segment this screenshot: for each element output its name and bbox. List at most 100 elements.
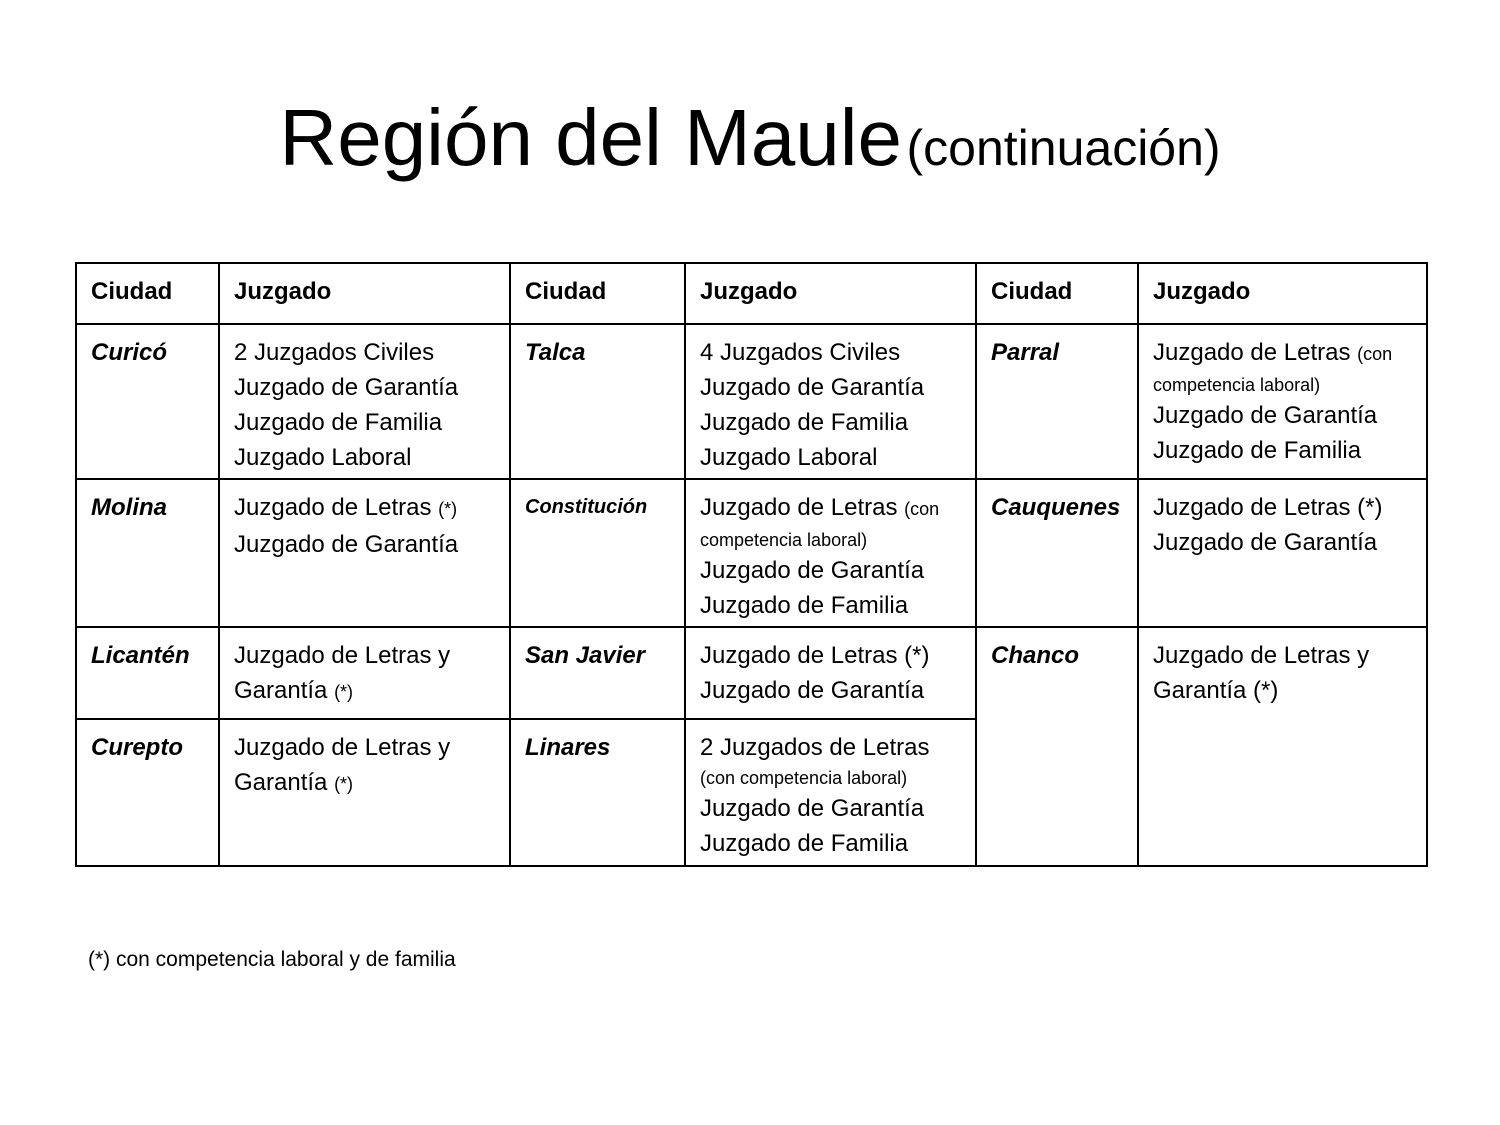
court-text: competencia laboral) <box>700 530 868 550</box>
courts-cell: Juzgado de Letras y Garantía (*) <box>1137 626 1428 867</box>
footnote: (*) con competencia laboral y de familia <box>88 948 456 971</box>
table-row: Molina Juzgado de Letras (*) Juzgado de Ga… <box>75 478 1428 628</box>
court-line: Garantía (*) <box>1153 673 1412 708</box>
title-subtitle: (continuación) <box>906 120 1221 176</box>
table-row: Licantén Juzgado de Letras y Garantía (*) S… <box>75 626 1428 867</box>
court-line: (con competencia laboral) <box>700 765 961 791</box>
courts-cell: 4 Juzgados Civiles Juzgado de Garantía Juz… <box>684 323 977 480</box>
court-line: Juzgado Laboral <box>234 440 495 475</box>
court-text: Juzgado Laboral <box>234 444 412 471</box>
court-line: Juzgado de Familia <box>700 826 961 861</box>
court-line: Juzgado de Letras (con <box>1153 335 1412 372</box>
court-text: Juzgado de Letras y <box>234 642 451 669</box>
court-text: 2 Juzgados de Letras <box>700 734 930 761</box>
court-text: 2 Juzgados Civiles <box>234 339 435 366</box>
court-text: Juzgado de Familia <box>700 592 909 619</box>
city-cell: Parral <box>975 323 1139 480</box>
court-line: Juzgado de Garantía <box>700 553 961 588</box>
courts-cell: Juzgado de Letras y Garantía (*) <box>218 626 511 720</box>
courts-cell: Juzgado de Letras (*) Juzgado de Garantía <box>218 478 511 628</box>
court-text: Juzgado Laboral <box>700 444 878 471</box>
court-text: Juzgado de Letras <box>1153 339 1358 366</box>
court-line: Juzgado de Familia <box>234 405 495 440</box>
court-line: Juzgado de Familia <box>700 405 961 440</box>
court-line: competencia laboral) <box>1153 372 1412 398</box>
court-text: 4 Juzgados Civiles <box>700 339 901 366</box>
court-line: Juzgado de Letras (*) <box>234 490 495 527</box>
court-text: Juzgado de Garantía <box>700 557 925 584</box>
courts-table: Ciudad Juzgado Ciudad Juzgado Ciudad Juz… <box>75 262 1428 867</box>
court-text: (con <box>1357 344 1393 364</box>
city-cell: Chanco <box>975 626 1139 867</box>
courts-cell: Juzgado de Letras (*) Juzgado de Garantía <box>684 626 977 720</box>
court-line: 2 Juzgados de Letras <box>700 730 961 765</box>
court-line: Garantía (*) <box>234 673 495 710</box>
court-text: (*) <box>334 774 354 794</box>
court-line: Juzgado de Familia <box>700 588 961 623</box>
court-text: Juzgado de Garantía <box>700 677 925 704</box>
header-ciudad: Ciudad <box>509 262 686 325</box>
court-text: (*) <box>438 499 458 519</box>
court-text: Juzgado de Letras <box>234 494 439 521</box>
city-cell: Linares <box>509 718 686 867</box>
court-text: Juzgado de Familia <box>700 830 909 857</box>
header-ciudad: Ciudad <box>975 262 1139 325</box>
court-text: Juzgado de Familia <box>1153 437 1362 464</box>
court-text: Juzgado de Letras y <box>1153 642 1370 669</box>
title-main: Región del Maule <box>279 93 903 182</box>
court-text: Juzgado de Familia <box>234 409 443 436</box>
court-line: Garantía (*) <box>234 765 495 802</box>
courts-cell: Juzgado de Letras y Garantía (*) <box>218 718 511 867</box>
court-line: Juzgado de Letras y <box>1153 638 1412 673</box>
courts-cell: 2 Juzgados de Letras (con competencia lab… <box>684 718 977 867</box>
header-juzgado: Juzgado <box>1137 262 1428 325</box>
header-juzgado: Juzgado <box>218 262 511 325</box>
court-text: Juzgado de Familia <box>700 409 909 436</box>
court-line: Juzgado de Garantía <box>700 791 961 826</box>
table-header-row: Ciudad Juzgado Ciudad Juzgado Ciudad Juz… <box>75 262 1428 325</box>
court-text: Juzgado de Garantía <box>1153 529 1378 556</box>
court-text: Juzgado de Letras y <box>234 734 451 761</box>
city-cell: Curepto <box>75 718 220 867</box>
court-text: Juzgado de Garantía <box>700 795 925 822</box>
court-line: Juzgado de Letras y <box>234 730 495 765</box>
court-text: Juzgado de Letras (*) <box>700 642 930 669</box>
court-text: Garantía <box>234 769 335 796</box>
court-text: competencia laboral) <box>1153 375 1321 395</box>
court-text: (*) <box>334 682 354 702</box>
court-text: Juzgado de Garantía <box>234 374 459 401</box>
court-line: Juzgado de Letras (*) <box>700 638 961 673</box>
court-text: Juzgado de Garantía <box>1153 402 1378 429</box>
courts-cell: Juzgado de Letras (con competencia labora… <box>1137 323 1428 480</box>
court-line: 2 Juzgados Civiles <box>234 335 495 370</box>
court-text: Garantía <box>234 677 335 704</box>
court-line: competencia laboral) <box>700 527 961 553</box>
courts-cell: Juzgado de Letras (con competencia labora… <box>684 478 977 628</box>
city-cell: Cauquenes <box>975 478 1139 628</box>
header-juzgado: Juzgado <box>684 262 977 325</box>
court-line: Juzgado de Letras y <box>234 638 495 673</box>
court-line: Juzgado de Letras (*) <box>1153 490 1412 525</box>
table-row: Curepto Juzgado de Letras y Garantía (*) Li… <box>75 718 1427 867</box>
header-ciudad: Ciudad <box>75 262 220 325</box>
city-cell: Licantén <box>75 626 220 720</box>
court-line: Juzgado Laboral <box>700 440 961 475</box>
court-line: Juzgado de Garantía <box>1153 398 1412 433</box>
court-line: Juzgado de Garantía <box>700 370 961 405</box>
court-line: Juzgado de Garantía <box>234 370 495 405</box>
court-text: (con <box>904 499 940 519</box>
court-text: Juzgado de Garantía <box>234 531 459 558</box>
court-line: 4 Juzgados Civiles <box>700 335 961 370</box>
city-cell: Talca <box>509 323 686 480</box>
city-cell: San Javier <box>509 626 686 720</box>
courts-cell: 2 Juzgados Civiles Juzgado de Garantía Juz… <box>218 323 511 480</box>
court-text: Garantía (*) <box>1153 677 1279 704</box>
court-line: Juzgado de Familia <box>1153 433 1412 468</box>
court-line: Juzgado de Garantía <box>234 527 495 562</box>
court-line: Juzgado de Letras (con <box>700 490 961 527</box>
city-cell: Constitución <box>509 478 686 628</box>
page-title: Región del Maule (continuación) <box>0 92 1500 184</box>
court-text: Juzgado de Garantía <box>700 374 925 401</box>
court-text: Juzgado de Letras (*) <box>1153 494 1383 521</box>
court-line: Juzgado de Garantía <box>1153 525 1412 560</box>
